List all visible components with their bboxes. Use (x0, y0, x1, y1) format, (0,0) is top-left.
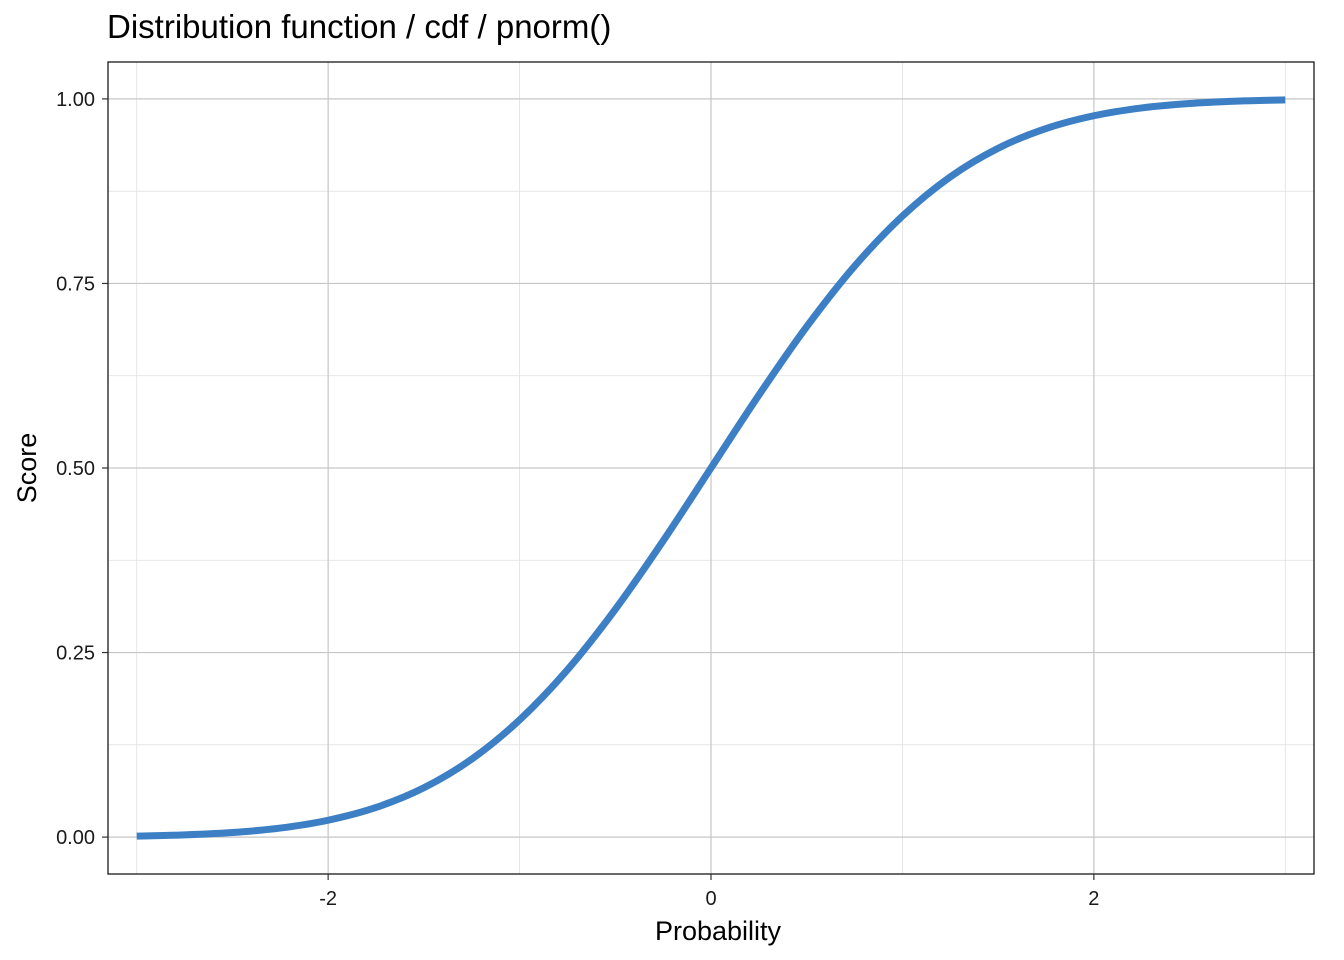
x-tick-label: 0 (705, 888, 716, 910)
major-gridlines (108, 62, 1314, 874)
x-axis-title: Probability (655, 916, 782, 946)
y-axis-title: Score (12, 433, 42, 504)
series-line (136, 96, 1286, 840)
y-tick-label: 0.50 (56, 458, 95, 480)
y-tick-label: 1.00 (56, 89, 95, 111)
x-tick-label: -2 (319, 888, 337, 910)
y-tick-label: 0.25 (56, 643, 95, 665)
x-tick-label: 2 (1088, 888, 1099, 910)
x-axis: -2 0 2 (319, 874, 1099, 910)
y-tick-label: 0.00 (56, 827, 95, 849)
y-tick-label: 0.75 (56, 273, 95, 295)
y-axis: 0.00 0.25 0.50 0.75 1.00 (56, 89, 108, 849)
chart-title: Distribution function / cdf / pnorm() (107, 8, 612, 45)
